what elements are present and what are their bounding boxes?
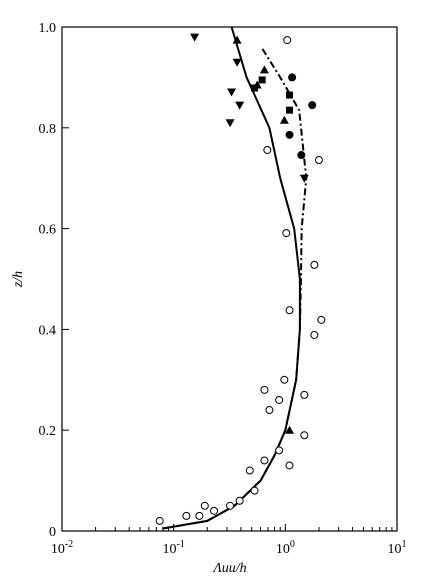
x-tick-label: 10-1 bbox=[162, 539, 184, 557]
open-circle bbox=[226, 501, 235, 510]
open-circle bbox=[283, 36, 292, 45]
inverted-triangle bbox=[299, 174, 309, 183]
fit-line bbox=[162, 46, 308, 530]
open-circle bbox=[280, 375, 289, 384]
filled-circle bbox=[308, 101, 317, 110]
open-circle bbox=[300, 390, 309, 399]
filled-circle bbox=[297, 151, 306, 160]
filled-circle bbox=[285, 130, 294, 139]
open-circle bbox=[314, 156, 323, 165]
x-tick-exponent: -2 bbox=[65, 539, 73, 550]
y-tick-label: 0 bbox=[49, 525, 56, 540]
open-circle bbox=[182, 511, 191, 520]
open-circle bbox=[275, 395, 284, 404]
square bbox=[286, 91, 294, 99]
open-circle bbox=[285, 306, 294, 315]
square bbox=[258, 76, 266, 84]
inverted-triangle bbox=[232, 58, 242, 67]
inverted-triangle bbox=[227, 88, 237, 97]
inverted-triangle bbox=[225, 119, 235, 128]
open-circle bbox=[260, 385, 269, 394]
open-circle bbox=[310, 330, 319, 339]
open-circle bbox=[275, 446, 284, 455]
triangle bbox=[252, 80, 262, 89]
x-tick-exponent: 1 bbox=[402, 539, 407, 550]
x-tick-label: 100 bbox=[276, 539, 295, 557]
y-tick-label: 0.6 bbox=[39, 223, 57, 238]
open-circle bbox=[282, 229, 291, 238]
filled-circle bbox=[288, 73, 297, 82]
triangle bbox=[232, 35, 242, 44]
x-tick-exponent: -1 bbox=[176, 539, 184, 550]
open-circle bbox=[200, 501, 209, 510]
inverted-triangle bbox=[190, 33, 200, 42]
y-tick-label: 0.4 bbox=[39, 323, 57, 338]
x-tick-base: 10 bbox=[51, 542, 65, 557]
y-axis-label: z/h bbox=[11, 271, 26, 288]
inverted-triangle bbox=[235, 101, 245, 110]
open-circle bbox=[245, 466, 254, 475]
open-circle bbox=[235, 496, 244, 505]
plot-frame bbox=[61, 26, 398, 532]
open-circle bbox=[265, 406, 274, 415]
y-tick-label: 1.0 bbox=[39, 21, 57, 36]
open-circle bbox=[300, 431, 309, 440]
x-tick-exponent: 0 bbox=[290, 539, 295, 550]
x-tick-base: 10 bbox=[276, 542, 290, 557]
open-circle bbox=[317, 315, 326, 324]
x-axis-label: Λuu/h bbox=[211, 561, 246, 576]
open-circle bbox=[263, 145, 272, 154]
y-tick-label: 0.2 bbox=[39, 424, 57, 439]
open-circle bbox=[155, 516, 164, 525]
triangle bbox=[285, 425, 295, 434]
open-circle bbox=[310, 260, 319, 269]
x-tick-label: 10-2 bbox=[51, 539, 73, 557]
open-circle bbox=[285, 461, 294, 470]
triangle bbox=[279, 115, 289, 124]
x-tick-base: 10 bbox=[388, 542, 402, 557]
open-circle bbox=[210, 506, 219, 515]
open-circle bbox=[260, 456, 269, 465]
open-circle bbox=[250, 486, 259, 495]
open-circle bbox=[195, 511, 204, 520]
square bbox=[286, 106, 294, 114]
triangle bbox=[259, 65, 269, 74]
y-tick-label: 0.8 bbox=[39, 122, 57, 137]
x-tick-base: 10 bbox=[162, 542, 176, 557]
x-tick-label: 101 bbox=[388, 539, 407, 557]
